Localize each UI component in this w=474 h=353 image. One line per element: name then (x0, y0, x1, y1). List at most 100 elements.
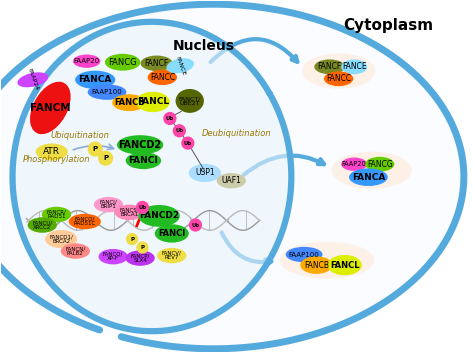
Ellipse shape (112, 94, 146, 111)
Ellipse shape (163, 112, 176, 125)
Text: FANCF: FANCF (145, 59, 169, 68)
Ellipse shape (94, 197, 123, 213)
Ellipse shape (69, 214, 101, 229)
Ellipse shape (157, 248, 186, 263)
Ellipse shape (88, 84, 127, 100)
Ellipse shape (175, 89, 204, 113)
Text: FANCE: FANCE (342, 62, 366, 71)
Ellipse shape (99, 249, 128, 264)
Text: FANCB: FANCB (304, 261, 329, 270)
Text: Ub: Ub (184, 140, 192, 145)
Text: FANCI: FANCI (158, 229, 185, 238)
Text: FANCB: FANCB (114, 98, 145, 107)
Ellipse shape (280, 242, 374, 279)
Ellipse shape (328, 255, 362, 275)
Text: Phosphorylation: Phosphorylation (23, 155, 90, 164)
Ellipse shape (314, 59, 345, 74)
Text: FAAP20: FAAP20 (342, 161, 366, 167)
Text: FANCU/
XRCC2: FANCU/ XRCC2 (32, 220, 52, 230)
Ellipse shape (88, 142, 103, 157)
Ellipse shape (30, 82, 71, 134)
Text: FANCG: FANCG (367, 160, 392, 169)
Ellipse shape (42, 207, 71, 222)
Text: P: P (130, 237, 134, 241)
Ellipse shape (0, 4, 464, 349)
Ellipse shape (136, 92, 170, 112)
Ellipse shape (18, 72, 48, 87)
Text: FAAP24: FAAP24 (27, 68, 39, 91)
Text: Deubiquitination: Deubiquitination (202, 129, 272, 138)
Ellipse shape (137, 241, 149, 254)
Text: FANCR/
RAD51: FANCR/ RAD51 (46, 210, 66, 219)
Text: P: P (140, 245, 145, 250)
Text: FANCN/
PALB2: FANCN/ PALB2 (65, 246, 85, 256)
Text: Nucleus: Nucleus (173, 40, 235, 53)
Text: FANCQ/
XP-F: FANCQ/ XP-F (103, 252, 123, 262)
Text: FANCC: FANCC (326, 74, 351, 83)
Text: FANCP/
SLX4: FANCP/ SLX4 (130, 253, 150, 263)
Ellipse shape (136, 201, 149, 214)
Ellipse shape (189, 164, 221, 182)
Text: FANCC: FANCC (150, 73, 175, 82)
Text: P: P (103, 155, 108, 161)
Ellipse shape (349, 168, 388, 186)
Text: FANCF: FANCF (318, 62, 342, 71)
Text: FAAP20: FAAP20 (73, 58, 100, 64)
Text: FAAP100: FAAP100 (91, 89, 122, 95)
Text: FANCV/
REV7: FANCV/ REV7 (162, 251, 182, 261)
Ellipse shape (126, 250, 155, 266)
Text: Ubiquitination: Ubiquitination (51, 131, 109, 139)
Ellipse shape (301, 256, 332, 274)
Text: FANCI: FANCI (128, 156, 158, 165)
Text: FANCJ/
BRIP1: FANCJ/ BRIP1 (100, 200, 118, 209)
Ellipse shape (302, 53, 375, 89)
Ellipse shape (126, 152, 161, 169)
Ellipse shape (341, 59, 367, 74)
Text: FANCD1/
BRCA2: FANCD1/ BRCA2 (49, 234, 73, 244)
Text: FANCL: FANCL (330, 261, 359, 270)
Ellipse shape (138, 205, 180, 227)
Text: FANCE: FANCE (174, 55, 186, 76)
Ellipse shape (105, 54, 140, 71)
Text: Ub: Ub (166, 116, 174, 121)
Ellipse shape (141, 55, 173, 71)
Text: FANCM: FANCM (30, 103, 71, 113)
Text: FANCS/
BRCA1: FANCS/ BRCA1 (119, 208, 139, 217)
Ellipse shape (148, 70, 177, 85)
Text: UAF1: UAF1 (221, 176, 241, 185)
Ellipse shape (331, 152, 412, 189)
Ellipse shape (45, 230, 77, 248)
Ellipse shape (117, 135, 163, 155)
Ellipse shape (75, 71, 115, 89)
Ellipse shape (181, 137, 194, 150)
Text: FANCA: FANCA (352, 173, 385, 182)
Text: Ub: Ub (138, 205, 146, 210)
Ellipse shape (341, 157, 367, 171)
Text: Ub: Ub (191, 222, 200, 228)
Text: P: P (92, 146, 98, 152)
Ellipse shape (189, 219, 202, 232)
Text: FANCL: FANCL (137, 97, 169, 107)
Text: USP1: USP1 (195, 168, 215, 178)
Ellipse shape (365, 157, 394, 172)
Ellipse shape (98, 151, 113, 166)
Text: FANCT/
UBE2T: FANCT/ UBE2T (179, 96, 201, 106)
Ellipse shape (27, 217, 57, 233)
Ellipse shape (115, 205, 144, 220)
Text: FANCD2: FANCD2 (139, 211, 179, 220)
Text: ATR: ATR (43, 148, 60, 156)
Ellipse shape (217, 173, 246, 189)
Ellipse shape (173, 124, 186, 137)
Text: FAAP100: FAAP100 (289, 252, 319, 258)
Text: Ub: Ub (175, 128, 183, 133)
Text: FANCA: FANCA (79, 75, 112, 84)
Ellipse shape (286, 247, 322, 262)
Text: Cytoplasm: Cytoplasm (343, 18, 433, 33)
Ellipse shape (155, 224, 189, 243)
Text: FANCG: FANCG (109, 58, 137, 67)
Text: FANCD2: FANCD2 (118, 140, 162, 150)
Ellipse shape (166, 58, 194, 73)
Ellipse shape (73, 54, 100, 68)
Ellipse shape (12, 22, 292, 331)
Ellipse shape (61, 243, 90, 259)
